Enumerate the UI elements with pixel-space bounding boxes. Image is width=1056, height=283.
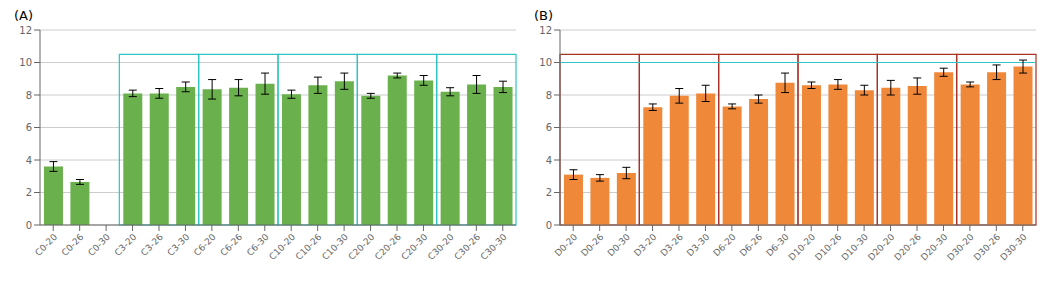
svg-text:D10-30: D10-30 <box>840 232 871 263</box>
svg-text:C0-26: C0-26 <box>60 232 86 258</box>
svg-text:12: 12 <box>539 25 552 36</box>
svg-text:12: 12 <box>19 25 32 36</box>
svg-text:D10-20: D10-20 <box>787 232 818 263</box>
svg-text:D20-20: D20-20 <box>866 232 897 263</box>
svg-text:C3-20: C3-20 <box>113 232 139 258</box>
svg-text:D30-26: D30-26 <box>972 232 1003 263</box>
svg-text:D20-30: D20-30 <box>919 232 950 263</box>
svg-text:C6-20: C6-20 <box>192 232 218 258</box>
svg-text:C20-20: C20-20 <box>346 232 376 262</box>
svg-text:C20-26: C20-26 <box>373 232 403 262</box>
svg-text:D6-30: D6-30 <box>764 231 791 259</box>
svg-text:D0-26: D0-26 <box>579 232 606 259</box>
svg-text:C3-26: C3-26 <box>139 232 165 258</box>
svg-text:D30-20: D30-20 <box>945 232 976 263</box>
svg-text:D20-26: D20-26 <box>892 232 923 263</box>
svg-text:4: 4 <box>546 155 552 166</box>
svg-text:D3-20: D3-20 <box>632 232 659 259</box>
svg-text:8: 8 <box>26 90 32 101</box>
svg-text:D0-30: D0-30 <box>606 232 633 259</box>
svg-text:C20-30: C20-30 <box>399 232 429 262</box>
svg-text:2: 2 <box>546 187 552 198</box>
svg-text:C10-20: C10-20 <box>267 232 297 262</box>
svg-text:10: 10 <box>539 57 552 68</box>
svg-text:D3-30: D3-30 <box>685 232 712 259</box>
svg-text:6: 6 <box>546 122 552 133</box>
svg-text:C10-30: C10-30 <box>320 232 350 262</box>
svg-text:C6-30: C6-30 <box>244 231 271 258</box>
html-text:(B): (B) <box>534 8 554 23</box>
svg-text:6: 6 <box>26 122 32 133</box>
svg-text:C30-30: C30-30 <box>479 232 509 262</box>
svg-text:D3-26: D3-26 <box>659 232 686 259</box>
svg-text:C0-20: C0-20 <box>33 232 59 258</box>
svg-text:D10-26: D10-26 <box>813 232 844 263</box>
svg-text:0: 0 <box>26 220 32 231</box>
svg-text:C3-30: C3-30 <box>165 232 191 258</box>
svg-text:D0-20: D0-20 <box>553 232 580 259</box>
svg-text:C30-26: C30-26 <box>452 232 482 262</box>
svg-text:10: 10 <box>19 57 32 68</box>
svg-text:D6-26: D6-26 <box>738 232 765 259</box>
svg-text:2: 2 <box>26 187 32 198</box>
svg-text:D6-20: D6-20 <box>711 232 738 259</box>
svg-text:4: 4 <box>26 155 32 166</box>
svg-text:C6-26: C6-26 <box>218 232 244 258</box>
svg-text:C30-20: C30-20 <box>426 232 456 262</box>
svg-text:C0-30: C0-30 <box>86 232 112 258</box>
svg-text:0: 0 <box>546 220 552 231</box>
svg-text:8: 8 <box>546 90 552 101</box>
svg-text:D30-30: D30-30 <box>998 232 1029 263</box>
html-text:(A): (A) <box>14 8 33 23</box>
svg-text:C10-26: C10-26 <box>294 232 324 262</box>
